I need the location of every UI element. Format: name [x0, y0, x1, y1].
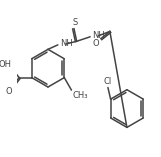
Text: NH: NH: [60, 39, 72, 49]
Text: OH: OH: [0, 60, 12, 69]
Text: CH₃: CH₃: [72, 91, 88, 100]
Text: Cl: Cl: [104, 77, 112, 86]
Text: NH: NH: [92, 31, 105, 40]
Text: O: O: [5, 87, 12, 96]
Text: O: O: [92, 39, 99, 49]
Text: S: S: [72, 18, 77, 27]
